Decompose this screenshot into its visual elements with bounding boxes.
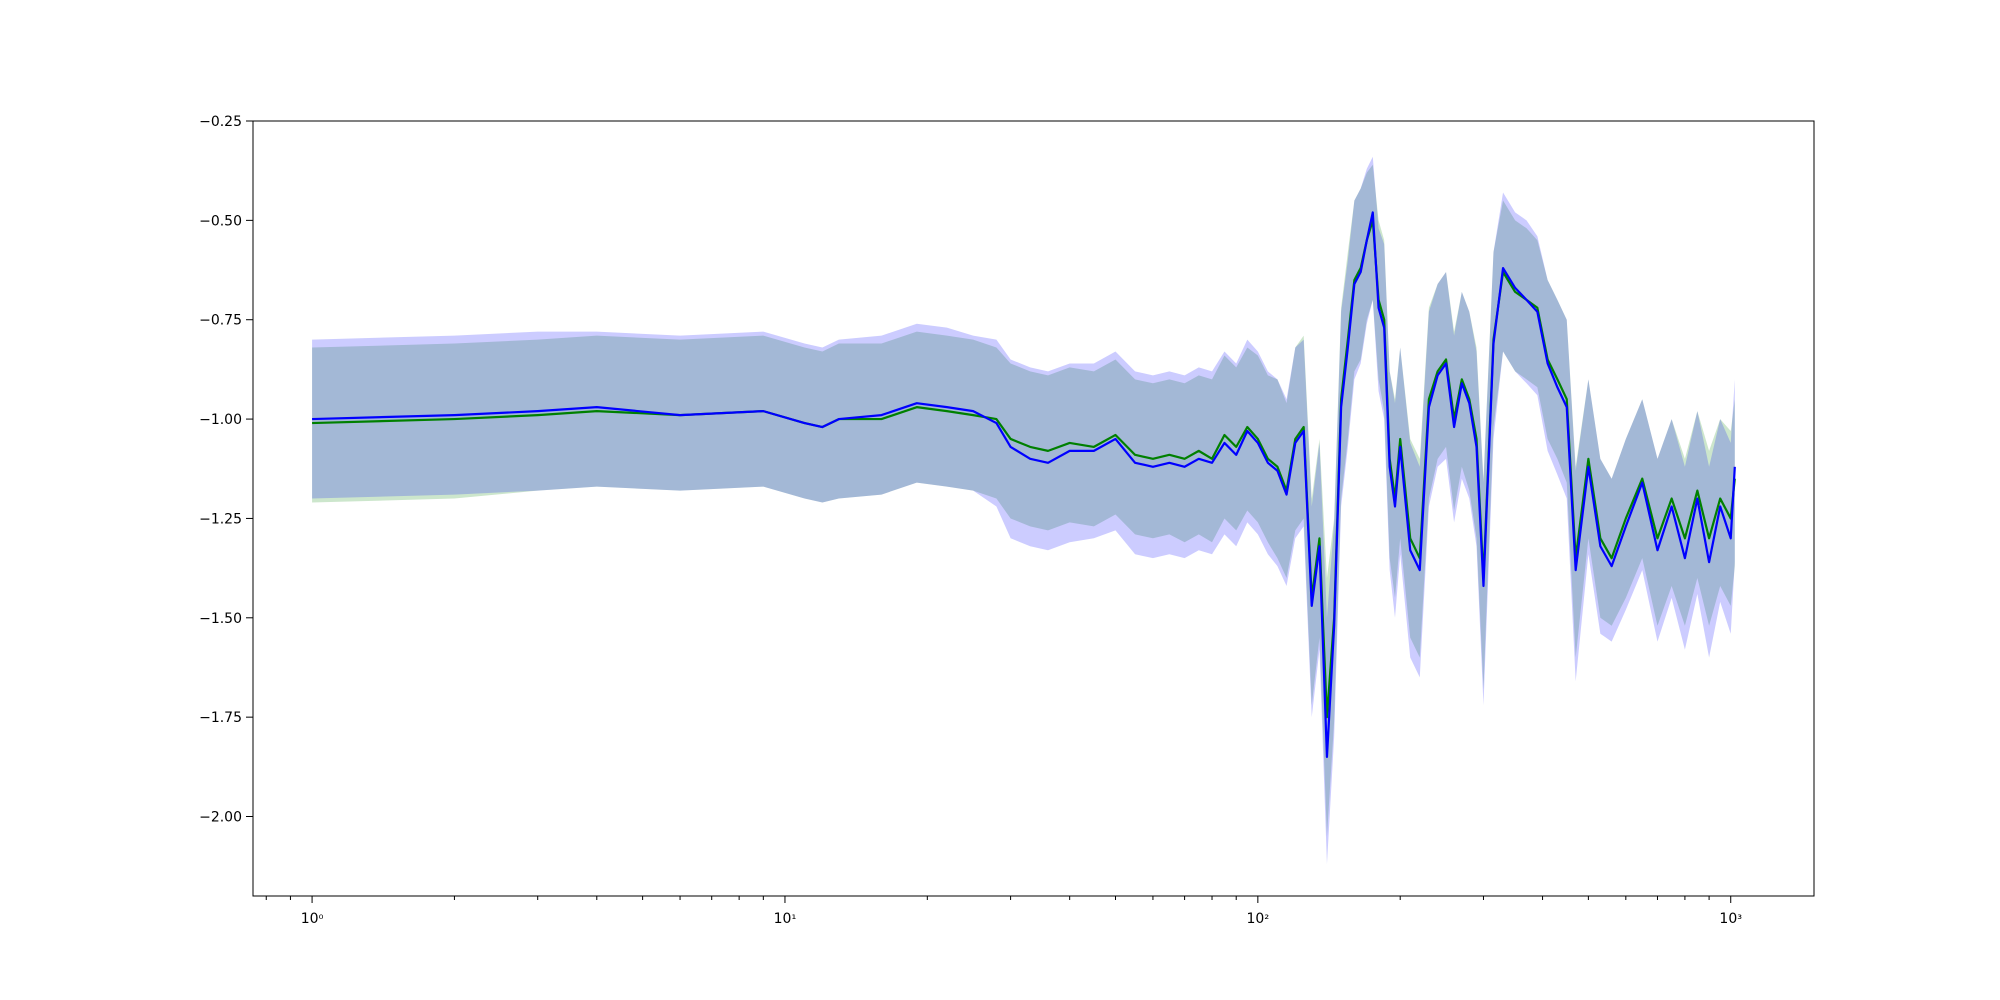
x-axis: 10⁰ 10¹ 10² 10³: [265, 896, 1742, 927]
confidence-band-1: [312, 164, 1735, 837]
series-lines: [312, 211, 1736, 758]
x-tick-label: 10⁰: [301, 911, 324, 927]
y-tick-label: −1.50: [199, 611, 242, 627]
y-tick-label: −2.00: [199, 810, 242, 826]
y-tick-label: −0.25: [199, 114, 242, 130]
plot-frame: [252, 120, 1815, 897]
y-tick-label: −1.75: [199, 710, 242, 726]
confidence-bands: [312, 156, 1735, 865]
y-tick-label: −0.50: [199, 213, 242, 229]
x-tick-label: 10³: [1719, 911, 1742, 927]
series-line-2: [312, 211, 1736, 758]
x-tick-label: 10²: [1247, 911, 1270, 927]
y-tick-label: −0.75: [199, 313, 242, 329]
x-tick-label: 10¹: [774, 911, 797, 927]
y-tick-label: −1.25: [199, 511, 242, 527]
plot-area: [253, 121, 1814, 896]
y-axis: −0.25 −0.50 −0.75 −1.00 −1.25 −1.50 −1.75 −2.00: [199, 114, 253, 826]
y-tick-label: −1.00: [199, 412, 242, 428]
confidence-band-2: [312, 156, 1735, 865]
